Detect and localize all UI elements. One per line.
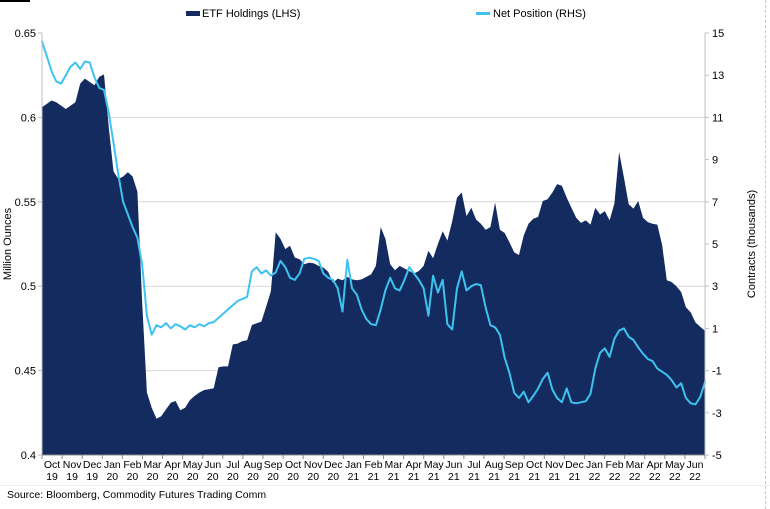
right-axis-tick-label: 15 (712, 28, 724, 40)
x-tick-label-year: 22 (629, 471, 641, 483)
x-tick-label-month: Jun (445, 459, 462, 471)
x-tick-label-month: Jun (204, 459, 221, 471)
x-tick-label-year: 21 (569, 471, 581, 483)
x-tick-label-year: 19 (86, 471, 98, 483)
right-axis-tick-label: -1 (712, 366, 722, 378)
dotted-cell-border (765, 0, 766, 509)
x-tick-label-month: Oct (44, 459, 60, 471)
line-series-swatch-icon (476, 12, 490, 15)
x-tick-label-month: May (183, 459, 204, 471)
x-tick-label-month: Jun (686, 459, 703, 471)
x-tick-label-month: Aug (485, 459, 504, 471)
x-tick-label-year: 20 (307, 471, 319, 483)
x-tick-label-month: Nov (304, 459, 323, 471)
x-tick-label-month: Sep (264, 459, 283, 471)
right-axis-tick-label: 13 (712, 70, 724, 82)
x-tick-label-year: 20 (167, 471, 179, 483)
x-tick-label-year: 21 (368, 471, 380, 483)
x-tick-label-month: Jul (226, 459, 239, 471)
x-tick-label-month: Jan (586, 459, 603, 471)
x-tick-label-month: Apr (647, 459, 664, 471)
x-tick-label-month: Feb (123, 459, 141, 471)
x-tick-label-month: May (424, 459, 445, 471)
x-tick-label-year: 22 (649, 471, 661, 483)
x-tick-label-year: 20 (207, 471, 219, 483)
x-tick-label-month: Apr (406, 459, 423, 471)
x-tick-label-year: 20 (267, 471, 279, 483)
left-axis-tick-label: 0.45 (15, 366, 36, 378)
x-tick-label-year: 20 (327, 471, 339, 483)
x-tick-label-month: Mar (385, 459, 404, 471)
cell-gridline (0, 485, 770, 486)
left-axis-tick-label: 0.55 (15, 197, 36, 209)
x-tick-label-month: May (665, 459, 686, 471)
x-tick-label-year: 21 (428, 471, 440, 483)
x-tick-label-month: Oct (285, 459, 301, 471)
x-tick-label-year: 21 (548, 471, 560, 483)
x-tick-label-month: Jan (345, 459, 362, 471)
right-axis-tick-label: -3 (712, 408, 722, 420)
x-tick-label-year: 21 (488, 471, 500, 483)
legend-item-net-position[interactable]: Net Position (RHS) (476, 6, 586, 21)
x-tick-label-year: 20 (287, 471, 299, 483)
left-axis-tick-label: 0.5 (21, 281, 36, 293)
x-tick-label-year: 22 (609, 471, 621, 483)
x-tick-label-year: 21 (448, 471, 460, 483)
right-axis-tick-label: -5 (712, 450, 722, 462)
x-tick-label-year: 22 (669, 471, 681, 483)
x-tick-label-month: Aug (244, 459, 263, 471)
x-tick-label-year: 19 (46, 471, 58, 483)
x-tick-label-year: 22 (589, 471, 601, 483)
left-axis-tick-label: 0.4 (21, 450, 36, 462)
x-tick-label-year: 21 (468, 471, 480, 483)
x-tick-label-year: 20 (147, 471, 159, 483)
x-tick-label-year: 19 (66, 471, 78, 483)
x-tick-label-month: Dec (324, 459, 343, 471)
legend-label-net-position: Net Position (RHS) (493, 7, 586, 20)
x-tick-label-month: Sep (505, 459, 524, 471)
screen-edge-artifact (0, 0, 30, 2)
right-axis-tick-label: 1 (712, 323, 718, 335)
x-tick-label-month: Dec (565, 459, 584, 471)
x-tick-label-month: Nov (63, 459, 82, 471)
legend-label-etf-holdings: ETF Holdings (LHS) (202, 7, 301, 20)
x-tick-label-month: Jan (104, 459, 121, 471)
x-tick-label-year: 21 (388, 471, 400, 483)
x-tick-label-year: 20 (187, 471, 199, 483)
x-tick-label-month: Oct (526, 459, 542, 471)
x-tick-label-year: 22 (689, 471, 701, 483)
x-tick-label-year: 21 (528, 471, 540, 483)
x-tick-label-year: 21 (348, 471, 360, 483)
x-tick-label-year: 21 (508, 471, 520, 483)
right-axis-tick-label: 3 (712, 281, 718, 293)
x-tick-label-year: 20 (227, 471, 239, 483)
x-tick-label-year: 21 (408, 471, 420, 483)
right-axis-tick-label: 7 (712, 197, 718, 209)
source-note: Source: Bloomberg, Commodity Futures Tra… (7, 489, 267, 501)
net-position-line (41, 40, 706, 406)
x-tick-label-month: Nov (545, 459, 564, 471)
left-axis-tick-label: 0.65 (15, 28, 36, 40)
right-axis-tick-label: 5 (712, 239, 718, 251)
left-axis-title: Million Ounces (2, 207, 14, 280)
x-tick-label-year: 20 (106, 471, 118, 483)
x-tick-label-year: 20 (127, 471, 139, 483)
right-axis-title: Contracts (thousands) (746, 190, 758, 298)
x-tick-label-month: Apr (164, 459, 181, 471)
right-axis-tick-label: 9 (712, 155, 718, 167)
area-series-swatch-icon (186, 11, 200, 16)
left-axis-tick-label: 0.6 (21, 112, 36, 124)
x-tick-label-month: Jul (467, 459, 480, 471)
x-tick-label-month: Dec (83, 459, 102, 471)
etf-holdings-area (42, 74, 705, 456)
x-tick-label-year: 20 (247, 471, 259, 483)
x-tick-label-month: Feb (364, 459, 382, 471)
legend-item-etf-holdings[interactable]: ETF Holdings (LHS) (186, 6, 300, 21)
x-tick-label-month: Mar (143, 459, 162, 471)
x-tick-label-month: Feb (606, 459, 624, 471)
right-axis-tick-label: 11 (712, 112, 723, 124)
x-tick-label-month: Mar (626, 459, 645, 471)
